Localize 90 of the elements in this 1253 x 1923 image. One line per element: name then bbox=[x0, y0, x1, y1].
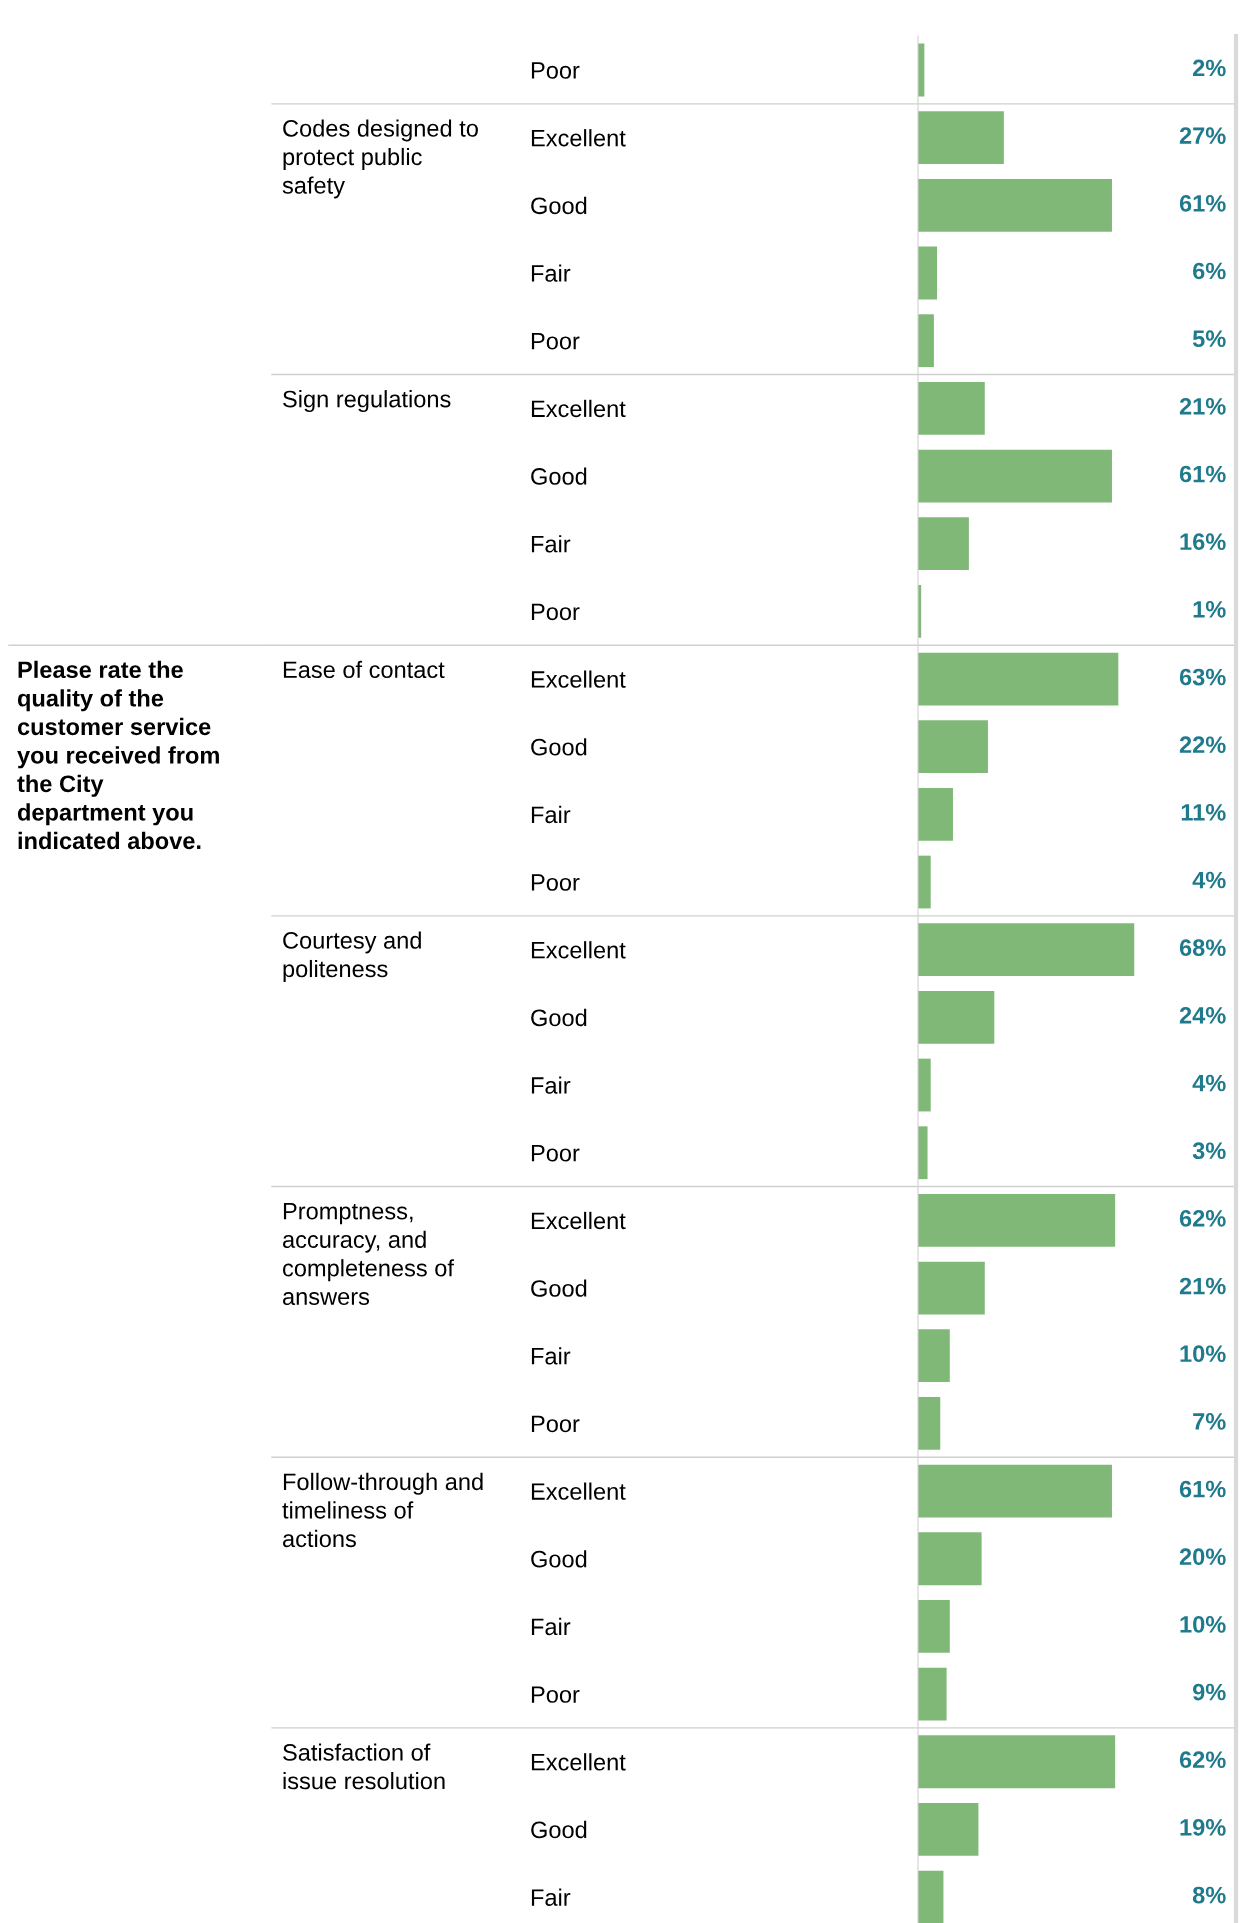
data-label: 3% bbox=[1192, 1142, 1226, 1160]
bar bbox=[918, 1397, 941, 1450]
data-label: 62% bbox=[1179, 1751, 1226, 1769]
data-label: 24% bbox=[1179, 1007, 1226, 1024]
data-label: 10% bbox=[1180, 1616, 1226, 1633]
y-tick-label: Fair bbox=[531, 1347, 571, 1365]
bar bbox=[918, 652, 1119, 706]
bar bbox=[918, 1667, 947, 1721]
bar bbox=[918, 314, 934, 368]
bar bbox=[918, 1735, 1116, 1789]
bar bbox=[918, 1329, 950, 1383]
y-tick-label: Good bbox=[531, 467, 587, 485]
bar bbox=[918, 1058, 931, 1112]
text: Courtesy and politeness bbox=[283, 931, 421, 982]
y-tick-label: Excellent bbox=[531, 1753, 626, 1771]
data-label: 4% bbox=[1192, 1074, 1226, 1092]
data-label: 21% bbox=[1179, 397, 1226, 415]
bar bbox=[918, 111, 1004, 165]
text: Please rate the quality of the customer service you received from the City department you indicated above. bbox=[17, 660, 219, 850]
text: Promptness, accuracy, and completeness of answers bbox=[283, 1202, 454, 1305]
data-label: 10% bbox=[1180, 1345, 1226, 1363]
y-tick-label: Good bbox=[531, 738, 587, 756]
y-tick-label: Poor bbox=[531, 332, 580, 350]
y-tick-label: Good bbox=[531, 1279, 587, 1297]
bar bbox=[918, 720, 988, 774]
data-label: 19% bbox=[1180, 1819, 1226, 1836]
data-label: 2% bbox=[1192, 59, 1226, 77]
bar bbox=[918, 517, 969, 571]
bar bbox=[918, 1126, 928, 1180]
bar bbox=[918, 381, 985, 435]
data-label: 6% bbox=[1193, 262, 1226, 280]
data-label: 68% bbox=[1179, 939, 1226, 957]
data-label: 1% bbox=[1193, 601, 1226, 618]
y-tick-label: Fair bbox=[531, 805, 571, 824]
y-tick-label: Fair bbox=[531, 264, 571, 282]
bar bbox=[918, 1261, 985, 1315]
text: Follow-through and timeliness of actions bbox=[282, 1472, 483, 1548]
data-label: 61% bbox=[1179, 194, 1226, 212]
data-label: 8% bbox=[1192, 1886, 1226, 1904]
bar bbox=[918, 1600, 950, 1653]
y-tick-label: Fair bbox=[531, 535, 571, 553]
bar bbox=[918, 1803, 979, 1856]
data-label: 20% bbox=[1179, 1548, 1226, 1566]
bar bbox=[918, 855, 931, 909]
data-label: 61% bbox=[1179, 465, 1226, 483]
data-label: 21% bbox=[1179, 1277, 1226, 1295]
data-label: 11% bbox=[1181, 804, 1226, 821]
data-label: 5% bbox=[1192, 330, 1226, 348]
y-tick-label: Good bbox=[531, 1550, 587, 1568]
y-tick-label: Poor bbox=[531, 1686, 580, 1703]
text: Satisfaction of issue resolution bbox=[283, 1743, 445, 1790]
y-tick-label: Excellent bbox=[531, 941, 626, 959]
bar bbox=[918, 246, 938, 300]
data-label: 7% bbox=[1193, 1413, 1226, 1430]
bar bbox=[918, 990, 995, 1044]
y-tick-label: Good bbox=[531, 1008, 587, 1027]
y-tick-label: Poor bbox=[531, 1145, 580, 1162]
data-label: 16% bbox=[1180, 533, 1226, 551]
y-tick-label: Fair bbox=[531, 1076, 571, 1094]
y-tick-label: Excellent bbox=[531, 1482, 626, 1500]
bar bbox=[918, 787, 953, 841]
data-label: 9% bbox=[1192, 1683, 1226, 1701]
data-label: 63% bbox=[1179, 668, 1226, 686]
bar bbox=[918, 178, 1112, 232]
bar bbox=[918, 1532, 982, 1586]
y-tick-label: Fair bbox=[531, 1617, 571, 1636]
y-tick-label: Poor bbox=[531, 1415, 580, 1433]
data-label: 61% bbox=[1179, 1480, 1226, 1498]
bar bbox=[918, 1870, 944, 1923]
bar bbox=[918, 923, 1135, 977]
data-label: 62% bbox=[1179, 1210, 1226, 1227]
y-tick-label: Excellent bbox=[531, 399, 626, 418]
y-tick-label: Excellent bbox=[531, 670, 626, 688]
bar bbox=[918, 449, 1112, 503]
y-tick-label: Excellent bbox=[531, 1211, 626, 1230]
y-tick-label: Good bbox=[531, 196, 587, 215]
data-label: 22% bbox=[1179, 736, 1226, 753]
y-tick-label: Fair bbox=[531, 1888, 571, 1906]
text: Sign regulations bbox=[283, 390, 451, 413]
y-tick-label: Excellent bbox=[531, 129, 626, 147]
text: Codes designed to protect public safety bbox=[282, 119, 478, 199]
data-label: 4% bbox=[1192, 871, 1226, 889]
y-tick-label: Good bbox=[531, 1820, 587, 1839]
text: Ease of contact bbox=[283, 660, 445, 679]
bar bbox=[918, 1194, 1116, 1247]
bar bbox=[918, 1464, 1112, 1518]
y-tick-label: Poor bbox=[531, 874, 580, 891]
data-label: 27% bbox=[1179, 127, 1226, 144]
y-tick-label: Poor bbox=[531, 62, 580, 79]
y-tick-label: Poor bbox=[531, 603, 580, 621]
